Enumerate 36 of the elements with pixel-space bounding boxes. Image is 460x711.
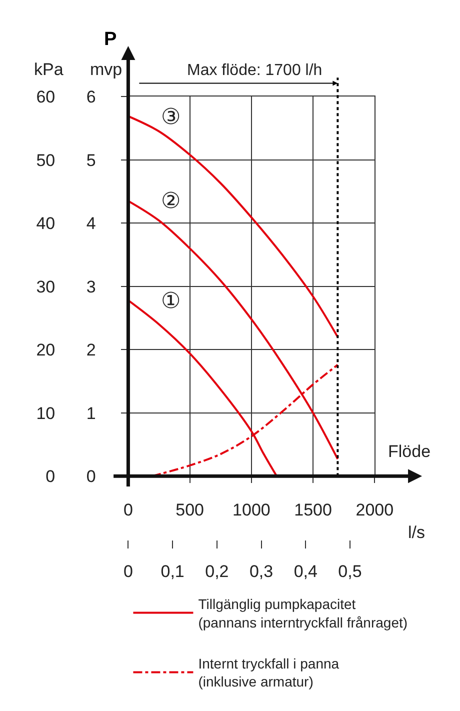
x2-tick-label: 0 (123, 562, 133, 581)
x-tick-label: 0 (123, 500, 133, 520)
x2-tick-label: 0,1 (160, 562, 184, 581)
y2-tick-label: 60 (36, 88, 56, 107)
y2-tick-label: 0 (46, 467, 56, 486)
y-tick-label: 1 (86, 404, 96, 423)
x-axis-title: Flöde (388, 442, 431, 461)
annotation: ② (161, 189, 181, 214)
y-tick-label: 5 (86, 150, 96, 170)
x2-tick-label: 0,5 (338, 562, 362, 581)
y-tick-label: 6 (86, 88, 96, 107)
x2-tick-label: 0,4 (294, 562, 318, 581)
y2-tick-label: 50 (36, 150, 56, 170)
y2-axis-title: kPa (34, 60, 64, 79)
y2-tick-label: 20 (36, 340, 56, 360)
x-tick-label: 2000 (356, 500, 394, 520)
y2-tick-label: 10 (36, 404, 56, 423)
x2-tick-label: 0,2 (205, 562, 229, 581)
y-tick-label: 3 (86, 277, 96, 296)
x-tick-label: 500 (176, 500, 204, 520)
x-tick-label: 1000 (232, 500, 270, 520)
annotation: ③ (161, 105, 181, 130)
y-tick-label: 4 (86, 214, 96, 234)
x-tick-label: 1500 (294, 500, 332, 520)
ref-line-label: Max flöde: 1700 l/h (187, 62, 322, 79)
legend-label: Tillgänglig pumpkapacitet (pannans interntryckfall frånraget) (198, 596, 408, 630)
y-tick-label: 2 (86, 340, 96, 360)
text: P (104, 29, 117, 50)
legend-label: Internt tryckfall i panna (inklusive armatur) (198, 656, 340, 690)
y2-tick-label: 40 (36, 214, 56, 234)
x2-axis-title: l/s (408, 523, 425, 542)
y-axis-title: mvp (90, 60, 122, 79)
annotation: ① (161, 289, 181, 314)
y-tick-label: 0 (86, 467, 96, 486)
y2-tick-label: 30 (36, 277, 56, 296)
x2-tick-label: 0,3 (249, 562, 274, 581)
